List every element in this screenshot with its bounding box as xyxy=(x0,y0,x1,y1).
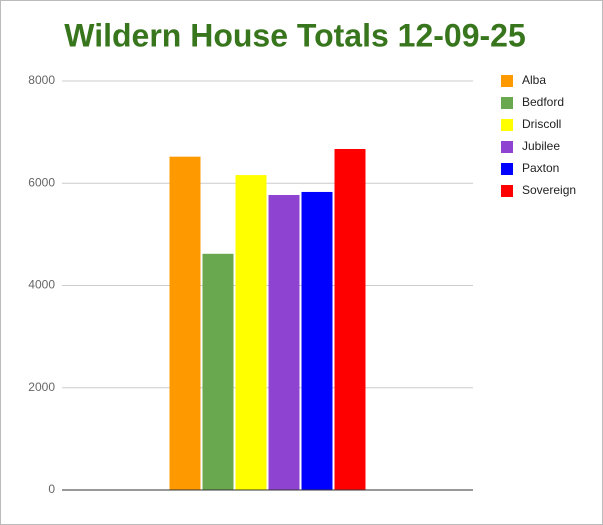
chart-title: Wildern House Totals 12-09-25 xyxy=(64,17,525,53)
bar xyxy=(235,175,267,490)
y-tick-label: 2000 xyxy=(28,380,55,394)
bar xyxy=(301,191,333,490)
bar xyxy=(169,156,201,491)
legend-swatch xyxy=(501,185,513,197)
legend-label: Paxton xyxy=(522,161,559,175)
y-tick-label: 6000 xyxy=(28,175,55,189)
legend-swatch xyxy=(501,119,513,131)
y-tick-label: 8000 xyxy=(28,73,55,87)
bar xyxy=(202,253,234,490)
legend-label: Alba xyxy=(522,73,546,87)
legend-swatch xyxy=(501,141,513,153)
legend-swatch xyxy=(501,75,513,87)
legend-label: Sovereign xyxy=(522,183,576,197)
legend-label: Driscoll xyxy=(522,117,561,131)
legend-swatch xyxy=(501,163,513,175)
legend-label: Jubilee xyxy=(522,139,560,153)
y-tick-label: 4000 xyxy=(28,278,55,292)
bar xyxy=(268,195,300,491)
legend-label: Bedford xyxy=(522,95,564,109)
legend-swatch xyxy=(501,97,513,109)
bar xyxy=(334,148,366,490)
y-tick-label: 0 xyxy=(48,482,55,496)
